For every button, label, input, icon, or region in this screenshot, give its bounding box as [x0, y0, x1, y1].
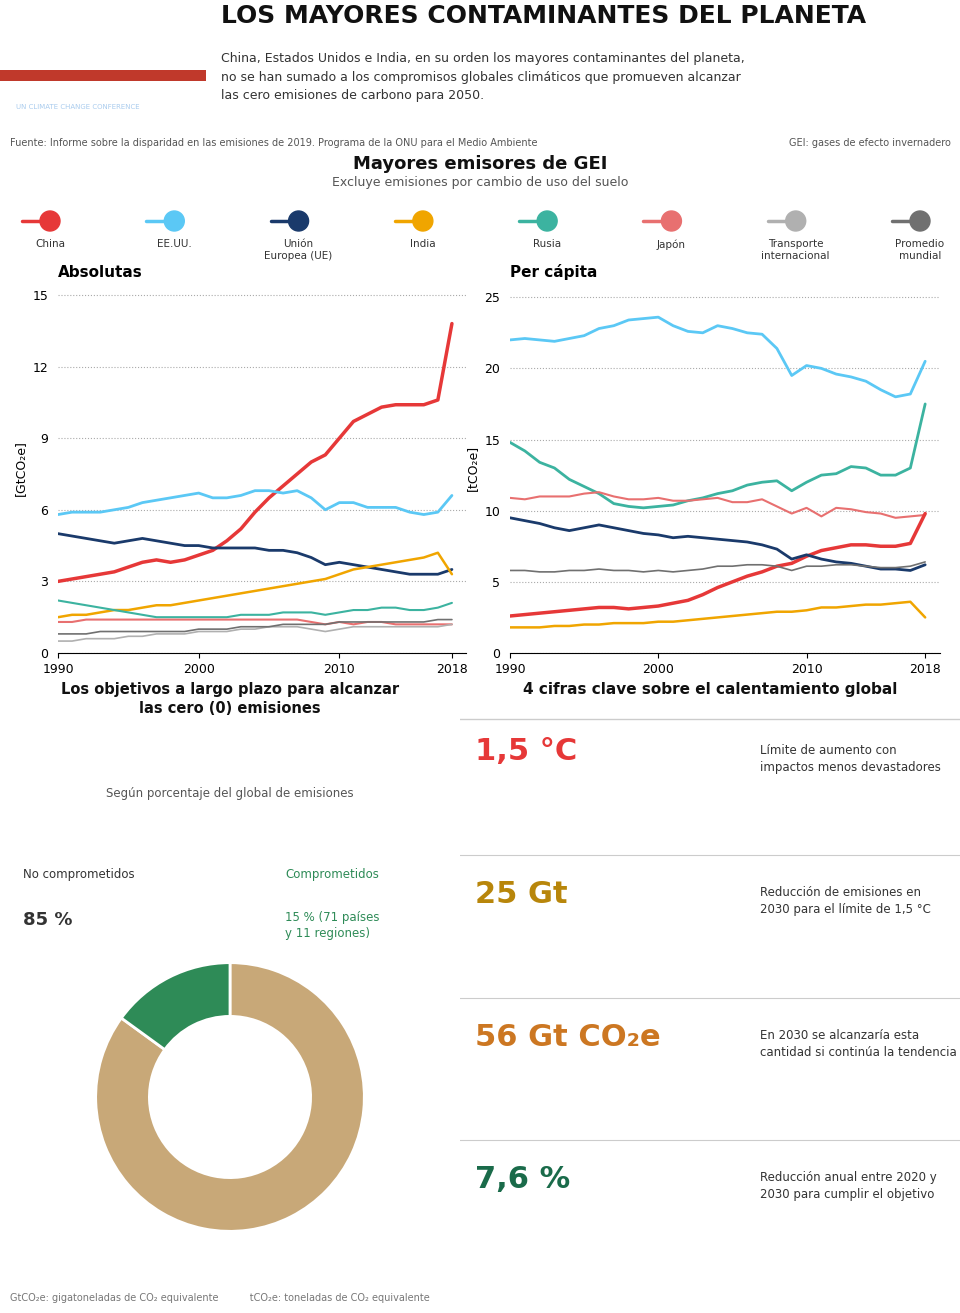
- FancyBboxPatch shape: [0, 70, 206, 80]
- Text: Japón: Japón: [657, 239, 686, 249]
- Text: 15 % (71 países
y 11 regiones): 15 % (71 países y 11 regiones): [285, 911, 380, 940]
- Circle shape: [164, 211, 184, 231]
- Text: Transporte
internacional: Transporte internacional: [761, 239, 830, 261]
- Text: GtCO₂e: gigatoneladas de CO₂ equivalente          tCO₂e: toneladas de CO₂ equiva: GtCO₂e: gigatoneladas de CO₂ equivalente…: [10, 1293, 429, 1302]
- Text: 85 %: 85 %: [23, 911, 73, 930]
- Text: China: China: [35, 239, 65, 249]
- Text: GEI: gases de efecto invernadero: GEI: gases de efecto invernadero: [788, 138, 950, 147]
- Text: En 2030 se alcanzaría esta
cantidad si continúa la tendencia: En 2030 se alcanzaría esta cantidad si c…: [760, 1029, 957, 1058]
- Text: Límite de aumento con
impactos menos devastadores: Límite de aumento con impactos menos dev…: [760, 743, 941, 773]
- Text: MADRID 2019: MADRID 2019: [16, 83, 112, 96]
- Text: India: India: [410, 239, 436, 249]
- Circle shape: [785, 211, 805, 231]
- Circle shape: [661, 211, 682, 231]
- Text: 7,6 %: 7,6 %: [475, 1165, 570, 1195]
- Text: CHILE: CHILE: [16, 45, 80, 63]
- Circle shape: [910, 211, 930, 231]
- Text: Comprometidos: Comprometidos: [285, 868, 379, 881]
- Text: Fuente: Informe sobre la disparidad en las emisiones de 2019. Programa de la ONU: Fuente: Informe sobre la disparidad en l…: [10, 138, 537, 147]
- Text: Absolutas: Absolutas: [58, 265, 143, 281]
- Text: LOS MAYORES CONTAMINANTES DEL PLANETA: LOS MAYORES CONTAMINANTES DEL PLANETA: [221, 4, 866, 28]
- Text: Reducción de emisiones en
2030 para el límite de 1,5 °C: Reducción de emisiones en 2030 para el l…: [760, 886, 931, 916]
- Text: Per cápita: Per cápita: [510, 264, 597, 281]
- Y-axis label: [tCO₂e]: [tCO₂e]: [466, 445, 479, 491]
- Text: Rusia: Rusia: [533, 239, 562, 249]
- Text: COP25: COP25: [16, 7, 119, 34]
- Circle shape: [289, 211, 308, 231]
- Text: Unión
Europea (UE): Unión Europea (UE): [264, 239, 333, 261]
- Text: Excluye emisiones por cambio de uso del suelo: Excluye emisiones por cambio de uso del …: [332, 176, 628, 189]
- Text: China, Estados Unidos e India, en su orden los mayores contaminantes del planeta: China, Estados Unidos e India, en su ord…: [221, 53, 745, 102]
- Text: UN CLIMATE CHANGE CONFERENCE: UN CLIMATE CHANGE CONFERENCE: [16, 104, 140, 110]
- Text: 25 Gt: 25 Gt: [475, 880, 567, 909]
- Text: 1,5 °C: 1,5 °C: [475, 738, 577, 767]
- Text: 56 Gt CO₂e: 56 Gt CO₂e: [475, 1023, 660, 1052]
- Text: No comprometidos: No comprometidos: [23, 868, 134, 881]
- Text: Promedio
mundial: Promedio mundial: [896, 239, 945, 261]
- Text: Mayores emisores de GEI: Mayores emisores de GEI: [353, 155, 607, 173]
- Circle shape: [538, 211, 557, 231]
- Text: Reducción anual entre 2020 y
2030 para cumplir el objetivo: Reducción anual entre 2020 y 2030 para c…: [760, 1171, 937, 1201]
- Text: Según porcentaje del global de emisiones: Según porcentaje del global de emisiones: [107, 786, 354, 800]
- Y-axis label: [GtCO₂e]: [GtCO₂e]: [13, 440, 27, 496]
- Circle shape: [40, 211, 60, 231]
- Text: EE.UU.: EE.UU.: [156, 239, 192, 249]
- Text: 4 cifras clave sobre el calentamiento global: 4 cifras clave sobre el calentamiento gl…: [523, 681, 898, 697]
- Circle shape: [413, 211, 433, 231]
- Text: Los objetivos a largo plazo para alcanzar
las cero (0) emisiones: Los objetivos a largo plazo para alcanza…: [60, 681, 399, 717]
